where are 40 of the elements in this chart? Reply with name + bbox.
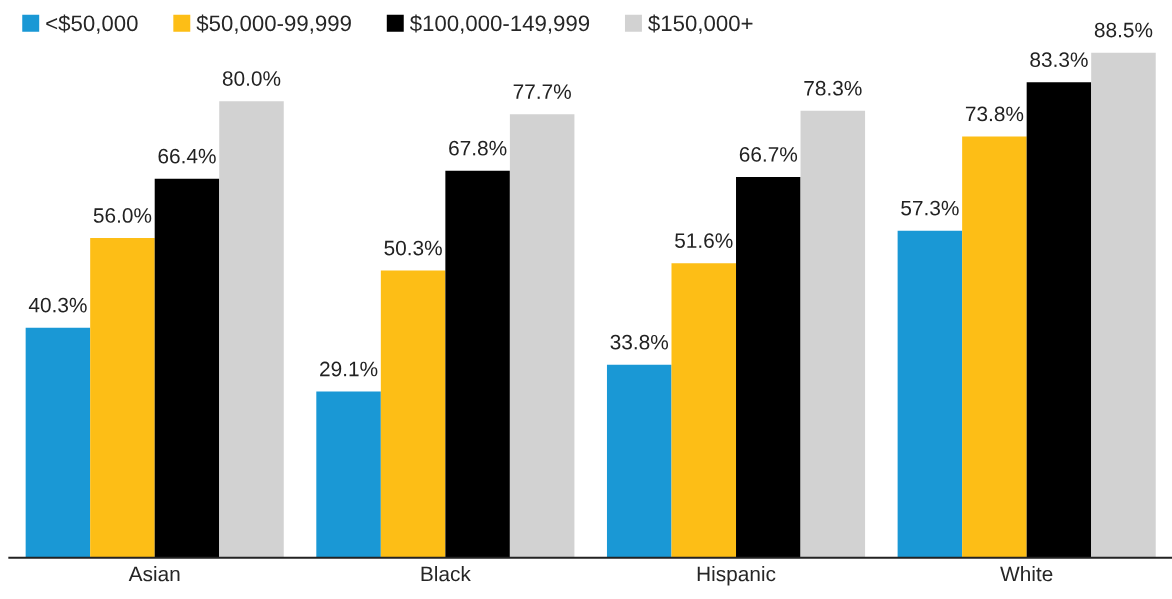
bar — [1091, 52, 1156, 558]
data-label: 29.1% — [320, 361, 378, 377]
x-tick-label: Asian — [128, 566, 180, 582]
data-label: 88.5% — [1094, 22, 1153, 38]
bar — [380, 270, 446, 558]
x-tick-label: Hispanic — [697, 566, 776, 586]
data-label: 51.6% — [675, 233, 733, 248]
bar — [736, 177, 801, 558]
bar — [316, 391, 381, 558]
bar — [90, 238, 155, 558]
data-label: 77.7% — [513, 84, 571, 99]
data-label: 66.4% — [158, 148, 216, 164]
bar — [962, 136, 1027, 558]
bar — [897, 230, 963, 558]
bar — [800, 110, 866, 558]
data-label: 57.3% — [901, 200, 959, 216]
bar — [445, 170, 510, 558]
bar — [509, 114, 575, 558]
data-label: 80.0% — [222, 71, 281, 86]
x-tick-label: White — [1000, 566, 1053, 582]
legend-label: $50,000-99,999 — [196, 14, 351, 34]
bar — [219, 101, 284, 558]
data-label: 78.3% — [804, 80, 862, 96]
data-label: 50.3% — [384, 240, 442, 256]
data-label: 67.8% — [449, 140, 507, 156]
legend-label: $150,000+ — [648, 14, 753, 34]
data-label: 33.8% — [610, 334, 669, 350]
data-label: 40.3% — [28, 297, 87, 313]
legend-label: <$50,000 — [46, 14, 138, 34]
legend-label: $100,000-149,999 — [409, 14, 590, 34]
bar — [606, 364, 672, 558]
bar — [1026, 82, 1092, 558]
bar — [154, 178, 220, 558]
data-label: 73.8% — [965, 106, 1024, 122]
x-tick-label: Black — [421, 566, 471, 582]
bar — [25, 327, 91, 558]
bar — [671, 263, 737, 558]
data-label: 83.3% — [1030, 52, 1088, 68]
data-label: 66.7% — [739, 147, 798, 162]
data-label: 56.0% — [93, 208, 152, 223]
